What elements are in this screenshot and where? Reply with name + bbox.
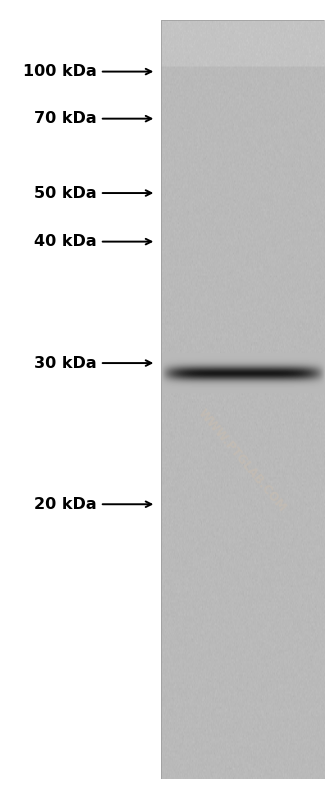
Text: 40 kDa: 40 kDa [34, 234, 97, 249]
Text: 50 kDa: 50 kDa [34, 185, 97, 201]
Text: WWW.PTGLAB.COM: WWW.PTGLAB.COM [196, 407, 289, 514]
Text: 30 kDa: 30 kDa [34, 356, 97, 371]
Text: 100 kDa: 100 kDa [23, 64, 97, 79]
Text: 70 kDa: 70 kDa [34, 111, 97, 126]
Text: 20 kDa: 20 kDa [34, 497, 97, 511]
